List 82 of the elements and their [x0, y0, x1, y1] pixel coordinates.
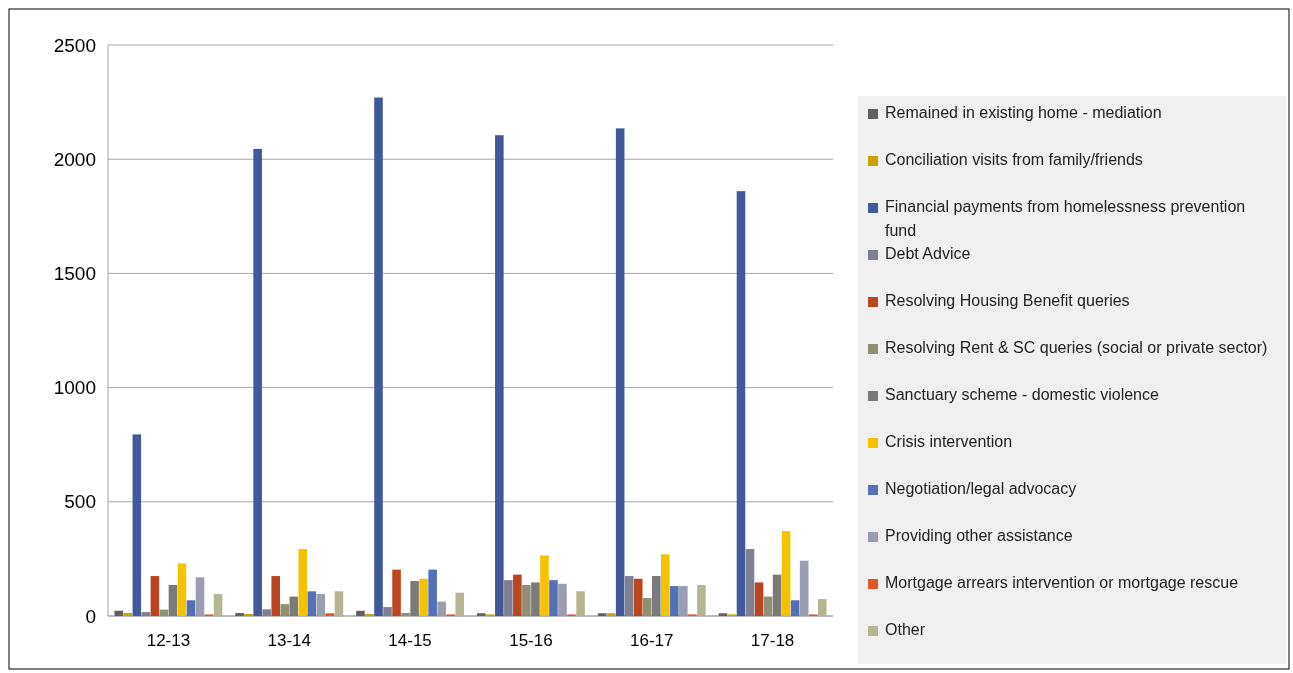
- legend-label: Debt Advice: [885, 245, 971, 262]
- x-tick-label: 12-13: [146, 631, 191, 650]
- bar: [213, 594, 223, 616]
- bar: [123, 613, 133, 616]
- y-tick-label: 2000: [53, 148, 96, 170]
- bar: [772, 574, 782, 616]
- legend-label: Other: [885, 621, 926, 638]
- bar: [410, 581, 419, 616]
- bar: [513, 574, 522, 616]
- legend-label: Remained in existing home - mediation: [885, 104, 1162, 121]
- bar: [150, 576, 160, 616]
- bar: [476, 613, 486, 616]
- legend-label: Negotiation/legal advocacy: [885, 480, 1077, 497]
- bar: [817, 599, 827, 616]
- legend-label: Crisis intervention: [885, 433, 1013, 450]
- bar: [365, 613, 374, 616]
- bar: [235, 613, 244, 616]
- bar: [132, 434, 142, 616]
- bar: [298, 549, 308, 616]
- bar: [280, 604, 290, 616]
- bar: [754, 582, 764, 616]
- bar: [576, 591, 585, 616]
- bar: [383, 607, 392, 616]
- x-tick-label: 16-17: [630, 631, 674, 650]
- bar: [262, 609, 271, 616]
- bar: [271, 576, 280, 616]
- bar: [718, 613, 728, 616]
- bar: [642, 597, 652, 616]
- bar: [168, 584, 178, 616]
- bar: [745, 549, 755, 616]
- bar: [356, 610, 365, 616]
- bar: [401, 613, 410, 616]
- bar: [661, 554, 670, 616]
- bar: [504, 580, 513, 616]
- bar: [540, 555, 549, 616]
- y-tick-label: 500: [64, 491, 96, 513]
- bar: [763, 596, 773, 616]
- bar: [244, 613, 253, 616]
- legend-label: Conciliation visits from family/friends: [885, 151, 1143, 168]
- bar: [651, 576, 661, 616]
- bar: [455, 592, 465, 616]
- bar: [736, 191, 746, 616]
- bar: [419, 578, 428, 616]
- legend-label: Providing other assistance: [885, 527, 1073, 544]
- y-tick-label: 0: [85, 605, 96, 627]
- bar: [289, 596, 299, 616]
- bar: [781, 531, 791, 616]
- bar: [325, 613, 335, 616]
- bar: [374, 97, 383, 616]
- legend-label: Resolving Rent & SC queries (social or private sector): [885, 339, 1268, 356]
- x-tick-label: 13-14: [267, 631, 311, 650]
- bar: [633, 578, 643, 616]
- x-tick-label: 17-18: [750, 631, 795, 650]
- bar: [697, 584, 706, 616]
- bar: [790, 600, 800, 616]
- y-tick-label: 1500: [53, 263, 96, 285]
- bar: [253, 148, 262, 616]
- bar: [334, 591, 344, 616]
- legend-label: Financial payments from homelessness prevention fund: [885, 198, 1246, 239]
- bar: [428, 569, 437, 616]
- y-tick-label: 2500: [53, 34, 96, 56]
- bar: [522, 584, 531, 616]
- bar: [597, 613, 607, 616]
- x-tick-label: 15-16: [509, 631, 553, 650]
- bar: [307, 591, 317, 616]
- legend-label: Mortgage arrears intervention or mortgage rescue: [885, 574, 1239, 591]
- legend-label: Sanctuary scheme - domestic violence: [885, 386, 1159, 403]
- bar: [186, 600, 196, 616]
- bar: [531, 582, 540, 616]
- bar: [392, 569, 401, 616]
- bar: [624, 576, 634, 616]
- legend-label: Resolving Housing Benefit queries: [885, 292, 1130, 309]
- bar: [670, 586, 679, 616]
- bar: [495, 135, 504, 616]
- bar: [177, 563, 187, 616]
- bar: [114, 610, 124, 616]
- bar: [141, 612, 151, 616]
- x-tick-label: 14-15: [388, 631, 432, 650]
- y-tick-label: 1000: [53, 377, 96, 399]
- bar: [549, 580, 558, 616]
- bar: [615, 128, 625, 616]
- bar: [606, 613, 616, 616]
